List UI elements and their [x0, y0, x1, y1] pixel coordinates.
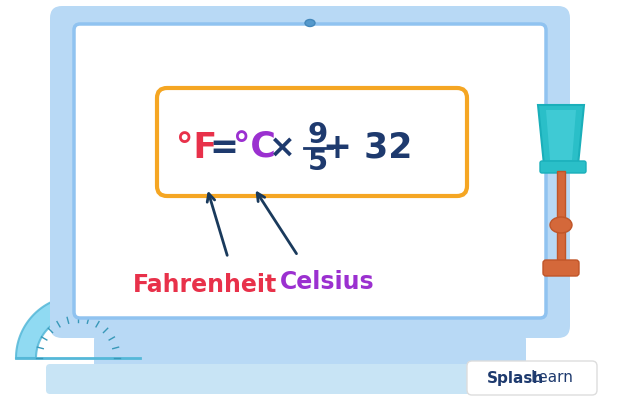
Text: °F: °F — [177, 131, 218, 165]
Polygon shape — [538, 105, 584, 165]
Text: Fahrenheit: Fahrenheit — [133, 273, 277, 297]
FancyBboxPatch shape — [50, 6, 570, 338]
FancyBboxPatch shape — [157, 88, 467, 196]
FancyBboxPatch shape — [540, 161, 586, 173]
Text: ×: × — [268, 133, 296, 164]
FancyBboxPatch shape — [543, 260, 579, 276]
Text: °C: °C — [232, 131, 275, 165]
FancyBboxPatch shape — [94, 334, 526, 374]
Polygon shape — [546, 110, 576, 160]
Text: 9: 9 — [308, 121, 328, 149]
Text: Splash: Splash — [487, 370, 544, 385]
Ellipse shape — [305, 19, 315, 27]
FancyBboxPatch shape — [467, 361, 597, 395]
Text: “: “ — [47, 15, 97, 88]
Text: =: = — [210, 131, 239, 165]
FancyBboxPatch shape — [74, 24, 546, 318]
Polygon shape — [16, 296, 140, 358]
Text: Learn: Learn — [530, 370, 573, 385]
Text: + 32: + 32 — [323, 131, 413, 165]
Text: Celsius: Celsius — [280, 270, 374, 294]
Ellipse shape — [550, 217, 572, 233]
Text: ”: ” — [523, 15, 573, 88]
Text: 5: 5 — [308, 148, 328, 176]
Bar — [557, 171, 565, 266]
FancyBboxPatch shape — [46, 364, 574, 394]
